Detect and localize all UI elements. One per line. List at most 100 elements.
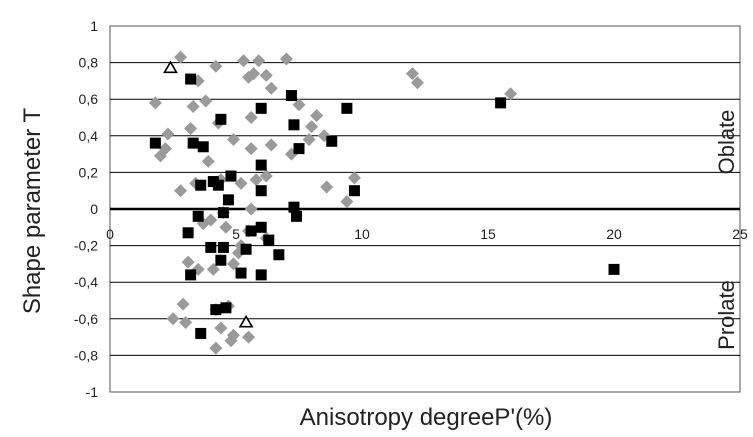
square-point: [341, 102, 353, 114]
diamond-point: [174, 184, 188, 198]
square-point: [220, 302, 232, 314]
square-point: [235, 267, 247, 279]
diamond-point: [264, 138, 278, 152]
y-tick-label: -0,8: [74, 347, 98, 363]
diamond-point: [302, 132, 316, 146]
square-point: [326, 135, 338, 147]
square-point: [222, 194, 234, 206]
square-point: [187, 137, 199, 149]
square-point: [215, 254, 227, 266]
diamond-point: [176, 297, 190, 311]
square-point: [608, 263, 620, 275]
diamond-point: [252, 54, 266, 68]
diamond-point: [410, 76, 424, 90]
square-point: [185, 73, 197, 85]
diamond-point: [148, 96, 162, 110]
data-points: [148, 50, 620, 355]
square-point: [182, 227, 194, 239]
square-point: [225, 170, 237, 182]
square-point: [288, 119, 300, 131]
square-point: [288, 201, 300, 213]
y-tick-label: 0,8: [79, 55, 99, 71]
square-point: [255, 221, 267, 233]
diamond-point: [237, 54, 251, 68]
diamond-point: [184, 121, 198, 135]
square-point: [255, 102, 267, 114]
diamond-point: [244, 202, 258, 216]
diamond-point: [224, 334, 238, 348]
diamond-point: [405, 67, 419, 81]
triangle-point: [163, 60, 178, 74]
diamond-point: [226, 257, 240, 271]
x-tick-label: 15: [480, 226, 496, 242]
x-tick-label: 25: [732, 226, 748, 242]
y-tick-label: -0,2: [74, 238, 98, 254]
diamond-point: [279, 52, 293, 66]
square-point: [293, 143, 305, 155]
square-point: [210, 304, 222, 316]
square-point: [290, 210, 302, 222]
diamond-point: [259, 68, 273, 82]
diamond-point: [305, 120, 319, 134]
x-tick-label: 5: [232, 226, 240, 242]
triangle-point: [238, 314, 254, 328]
diamond-point: [161, 127, 175, 141]
oblate-annotation: Oblate: [714, 110, 739, 175]
diamond-point: [214, 321, 228, 335]
y-tick-label: 0,6: [79, 91, 99, 107]
diamond-point: [249, 173, 263, 187]
y-tick-label: 0,2: [79, 164, 99, 180]
diamond-point: [199, 94, 213, 108]
x-axis-title: Anisotropy degreeP'(%): [300, 404, 553, 431]
y-tick-label: 0: [90, 201, 98, 217]
diamond-point: [504, 87, 518, 101]
square-point: [192, 210, 204, 222]
x-tick-label: 20: [606, 226, 622, 242]
square-point: [205, 241, 217, 253]
prolate-annotation: Prolate: [714, 280, 739, 350]
square-point: [273, 249, 285, 261]
square-point: [195, 327, 207, 339]
diamond-point: [206, 262, 220, 276]
square-point: [197, 141, 209, 153]
square-point: [255, 269, 267, 281]
square-point: [195, 179, 207, 191]
square-point: [149, 137, 161, 149]
diamond-point: [174, 50, 188, 64]
diamond-point: [264, 81, 278, 95]
diamond-point: [209, 341, 223, 355]
square-point: [348, 185, 360, 197]
square-point: [185, 269, 197, 281]
gridlines: [110, 62, 740, 356]
y-tick-label: -1: [86, 384, 99, 400]
diamond-point: [347, 171, 361, 185]
diamond-point: [234, 176, 248, 190]
diamond-point: [320, 180, 334, 194]
y-tick-labels: -1 -0,8 -0,6 -0,4 -0,2 0 0,2 0,4 0,6 0,8 1: [74, 18, 98, 400]
x-tick-label: 10: [354, 226, 370, 242]
square-point: [217, 207, 229, 219]
diamond-point: [340, 195, 354, 209]
square-point: [217, 241, 229, 253]
y-tick-label: 1: [90, 18, 98, 34]
diamond-point: [310, 109, 324, 123]
diamond-point: [186, 100, 200, 114]
x-tick-labels: 0 5 10 15 20 25: [106, 226, 748, 242]
square-point: [245, 225, 257, 237]
y-tick-label: -0,6: [74, 311, 98, 327]
diamond-point: [292, 98, 306, 112]
square-point: [285, 90, 297, 102]
y-tick-label: 0,4: [79, 128, 99, 144]
square-point: [212, 179, 224, 191]
square-point: [263, 234, 275, 246]
diamond-point: [153, 149, 167, 163]
diamond-point: [242, 330, 256, 344]
square-point: [255, 159, 267, 171]
diamond-point: [181, 255, 195, 269]
diamond-point: [209, 59, 223, 73]
diamond-point: [201, 154, 215, 168]
diamond-point: [166, 312, 180, 326]
diamond-point: [259, 169, 273, 183]
diamond-point: [226, 132, 240, 146]
